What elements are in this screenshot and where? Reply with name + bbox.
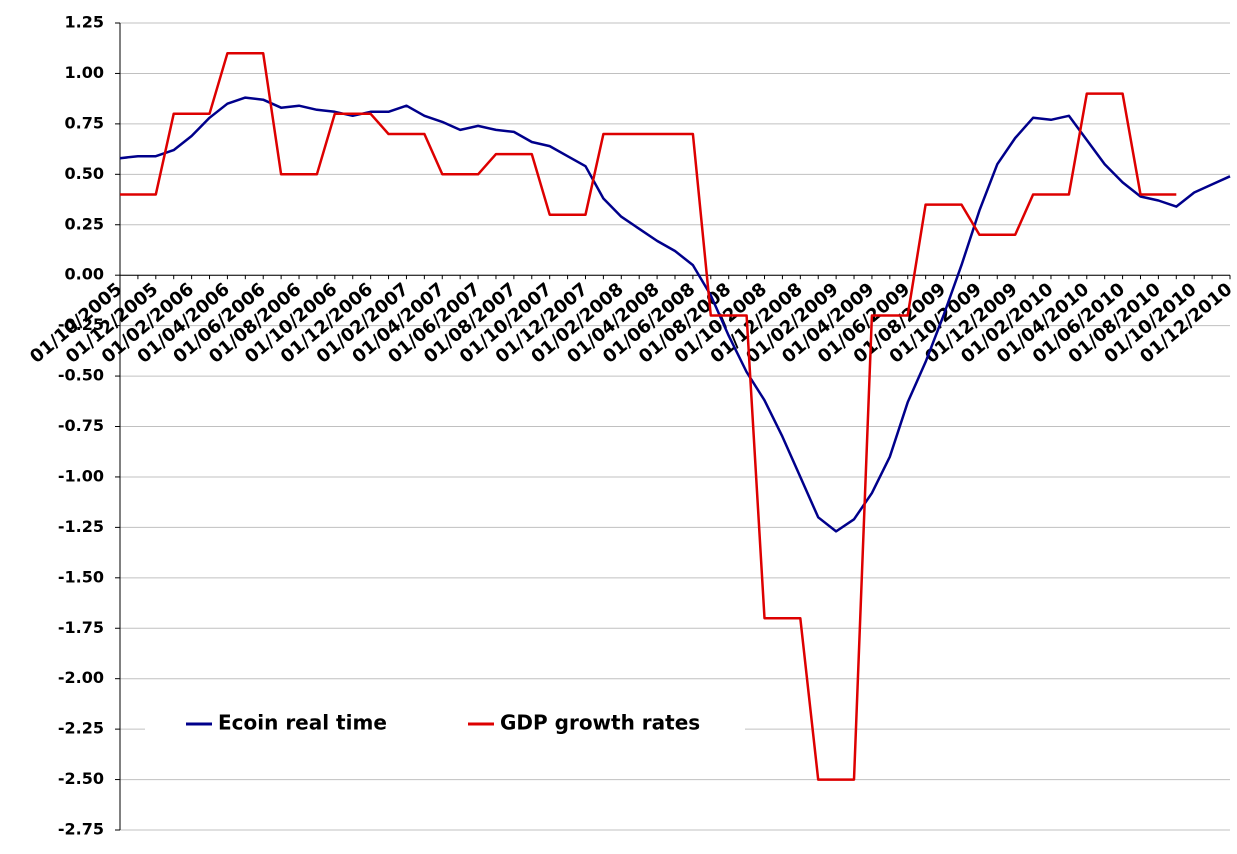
y-tick-label: -2.50 (58, 769, 104, 788)
legend-box (145, 704, 745, 744)
y-tick-label: -2.25 (58, 719, 104, 738)
legend-label: GDP growth rates (500, 711, 700, 735)
y-tick-label: 0.00 (65, 265, 104, 284)
y-tick-label: -1.25 (58, 517, 104, 536)
y-tick-label: 0.50 (65, 164, 104, 183)
y-tick-label: -2.00 (58, 668, 104, 687)
y-tick-label: -0.50 (58, 366, 104, 385)
y-tick-label: 0.75 (65, 113, 104, 132)
y-tick-label: 1.25 (65, 13, 104, 32)
y-tick-label: -1.50 (58, 567, 104, 586)
y-tick-label: -1.75 (58, 618, 104, 637)
y-tick-label: 0.25 (65, 214, 104, 233)
y-tick-label: -1.00 (58, 466, 104, 485)
y-tick-label: -0.75 (58, 416, 104, 435)
series-line (119, 96, 1231, 533)
y-tick-label: 1.00 (65, 63, 104, 82)
series-line (120, 52, 1177, 781)
y-tick-label: -0.25 (58, 315, 104, 334)
y-tick-label: -2.75 (58, 820, 104, 839)
legend-label: Ecoin real time (218, 711, 387, 735)
